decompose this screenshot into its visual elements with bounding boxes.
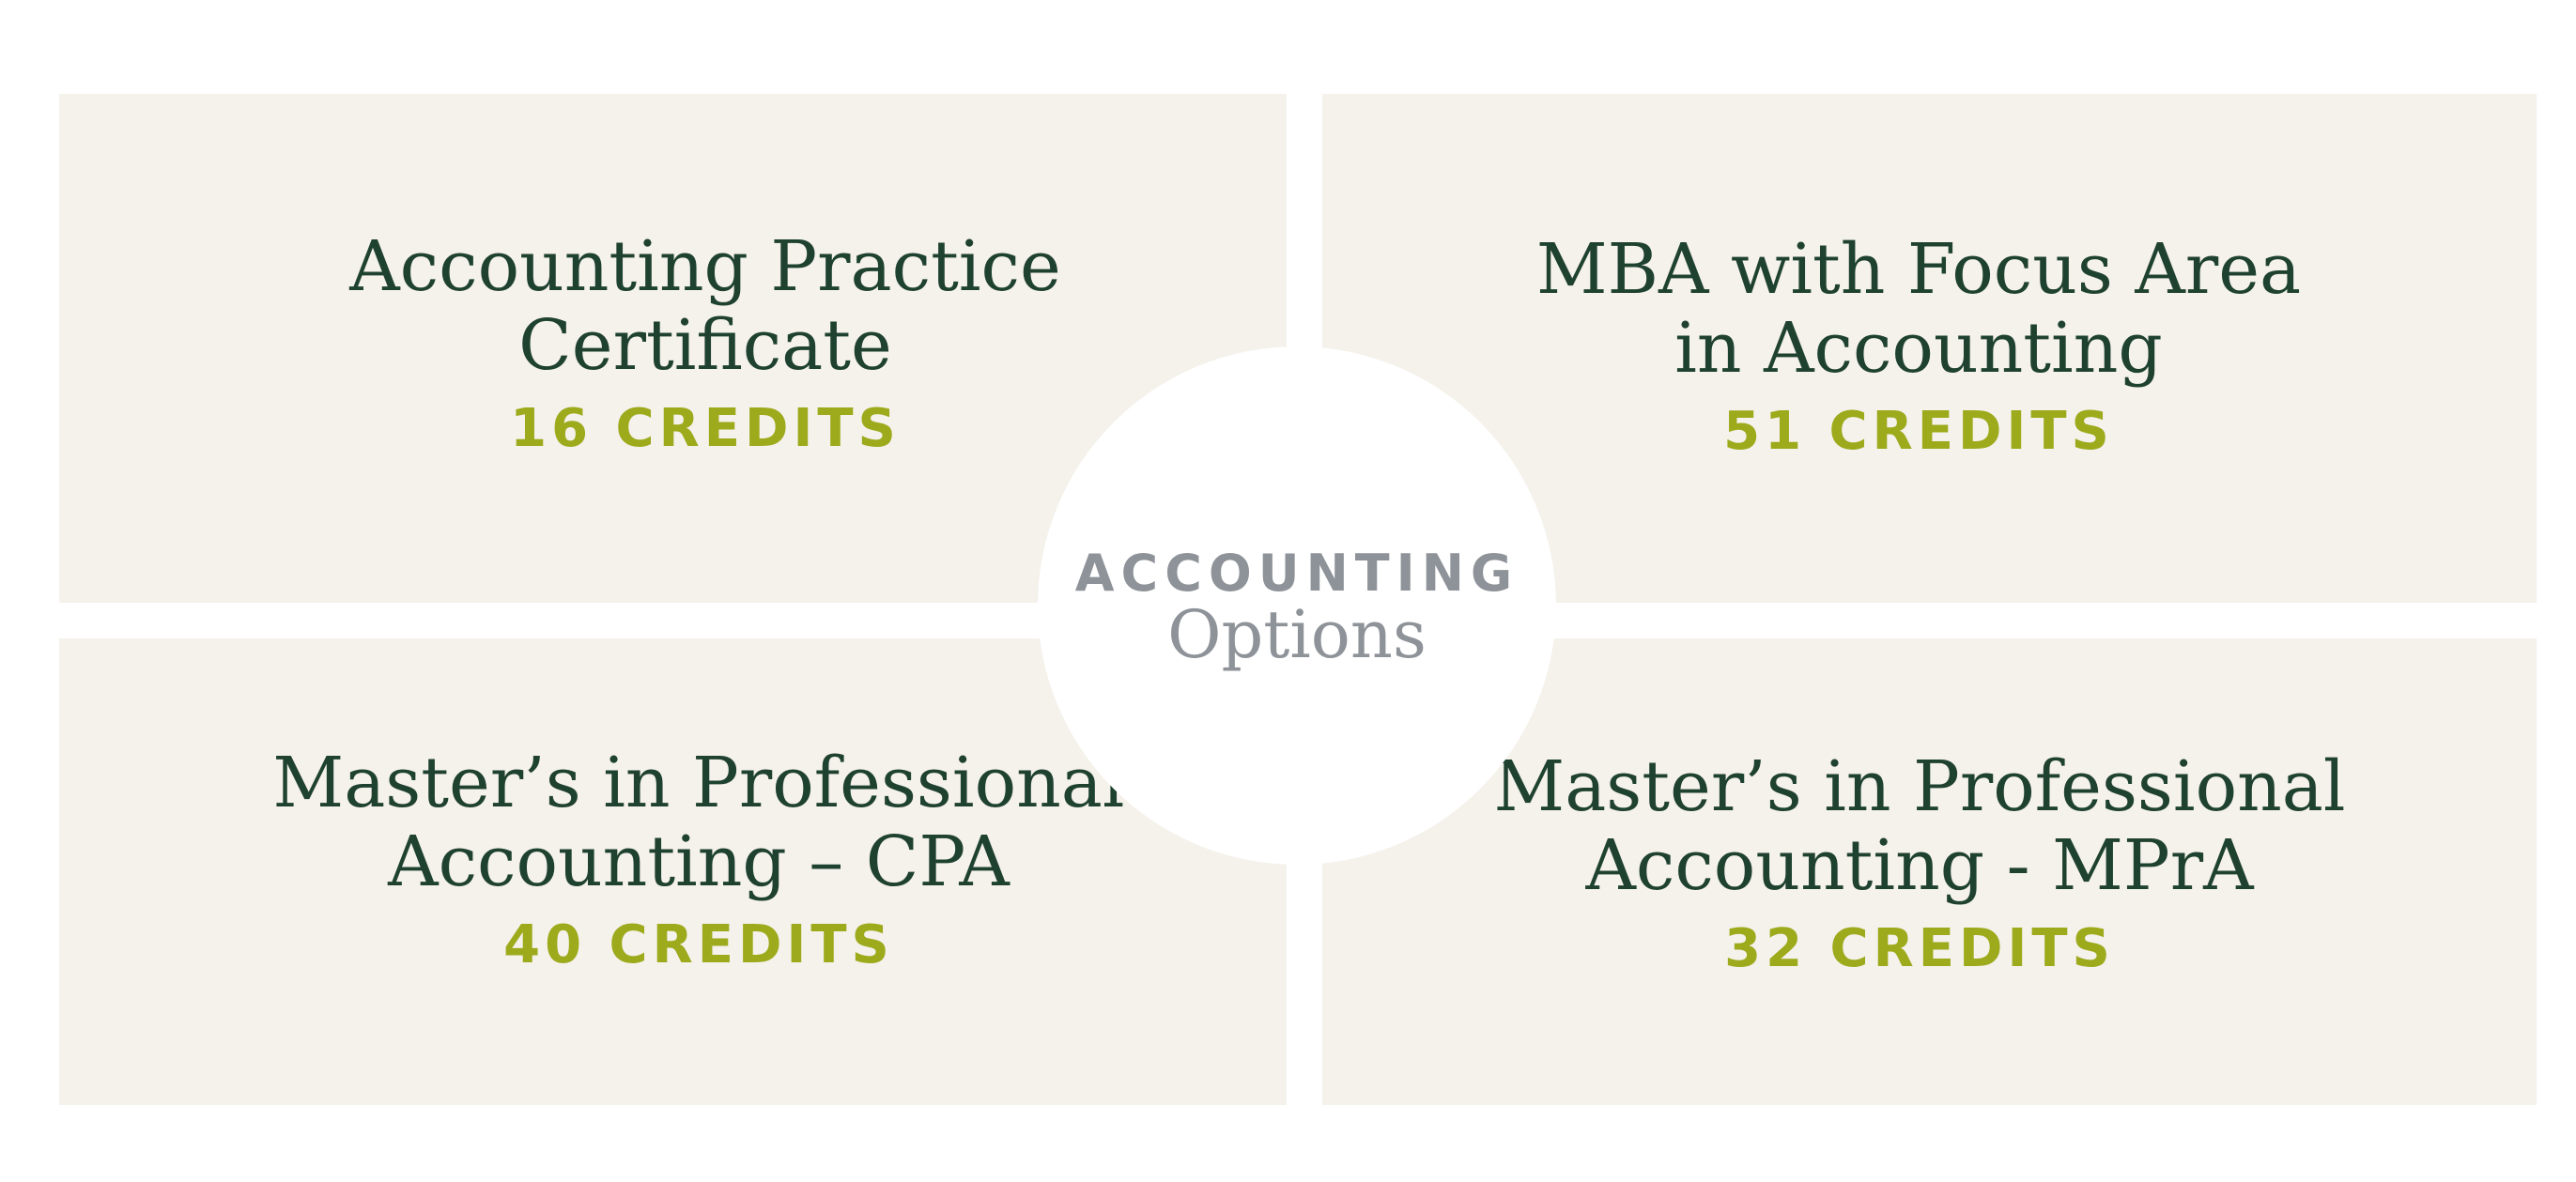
option-title: MBA with Focus Area in Accounting (1449, 230, 2388, 388)
option-title: Master’s in Professional Accounting – CP… (229, 744, 1168, 901)
option-card-content: Master’s in Professional Accounting – CP… (229, 744, 1168, 975)
option-title: Master’s in Professional Accounting - MP… (1450, 747, 2389, 905)
option-title-line-1: Accounting Practice (349, 226, 1061, 307)
option-title-line-2: Certificate (518, 305, 892, 386)
center-circle: ACCOUNTING Options (1038, 346, 1556, 865)
option-title-line-2: Accounting – CPA (388, 821, 1010, 902)
option-card-accounting-practice-certificate[interactable]: Accounting Practice Certificate 16 CREDI… (59, 94, 1287, 603)
option-card-content: Accounting Practice Certificate 16 CREDI… (236, 227, 1175, 458)
option-card-content: Master’s in Professional Accounting - MP… (1450, 747, 2389, 978)
option-credits: 32 CREDITS (1724, 918, 2115, 979)
center-label-line-2: Options (1167, 596, 1427, 673)
option-title-line-1: MBA with Focus Area (1535, 229, 2302, 310)
center-label: ACCOUNTING Options (1038, 544, 1556, 673)
option-credits: 16 CREDITS (510, 398, 901, 459)
option-title-line-2: in Accounting (1674, 308, 2163, 389)
option-title: Accounting Practice Certificate (236, 227, 1175, 385)
option-title-line-2: Accounting - MPrA (1585, 825, 2254, 906)
option-card-masters-mpra[interactable]: Master’s in Professional Accounting - MP… (1322, 638, 2537, 1105)
option-title-line-1: Master’s in Professional (1493, 746, 2346, 827)
option-credits: 40 CREDITS (503, 914, 894, 975)
center-label-line-1: ACCOUNTING (1074, 544, 1519, 603)
option-card-content: MBA with Focus Area in Accounting 51 CRE… (1449, 230, 2388, 461)
option-credits: 51 CREDITS (1723, 401, 2114, 462)
option-title-line-1: Master’s in Professional (272, 743, 1125, 823)
